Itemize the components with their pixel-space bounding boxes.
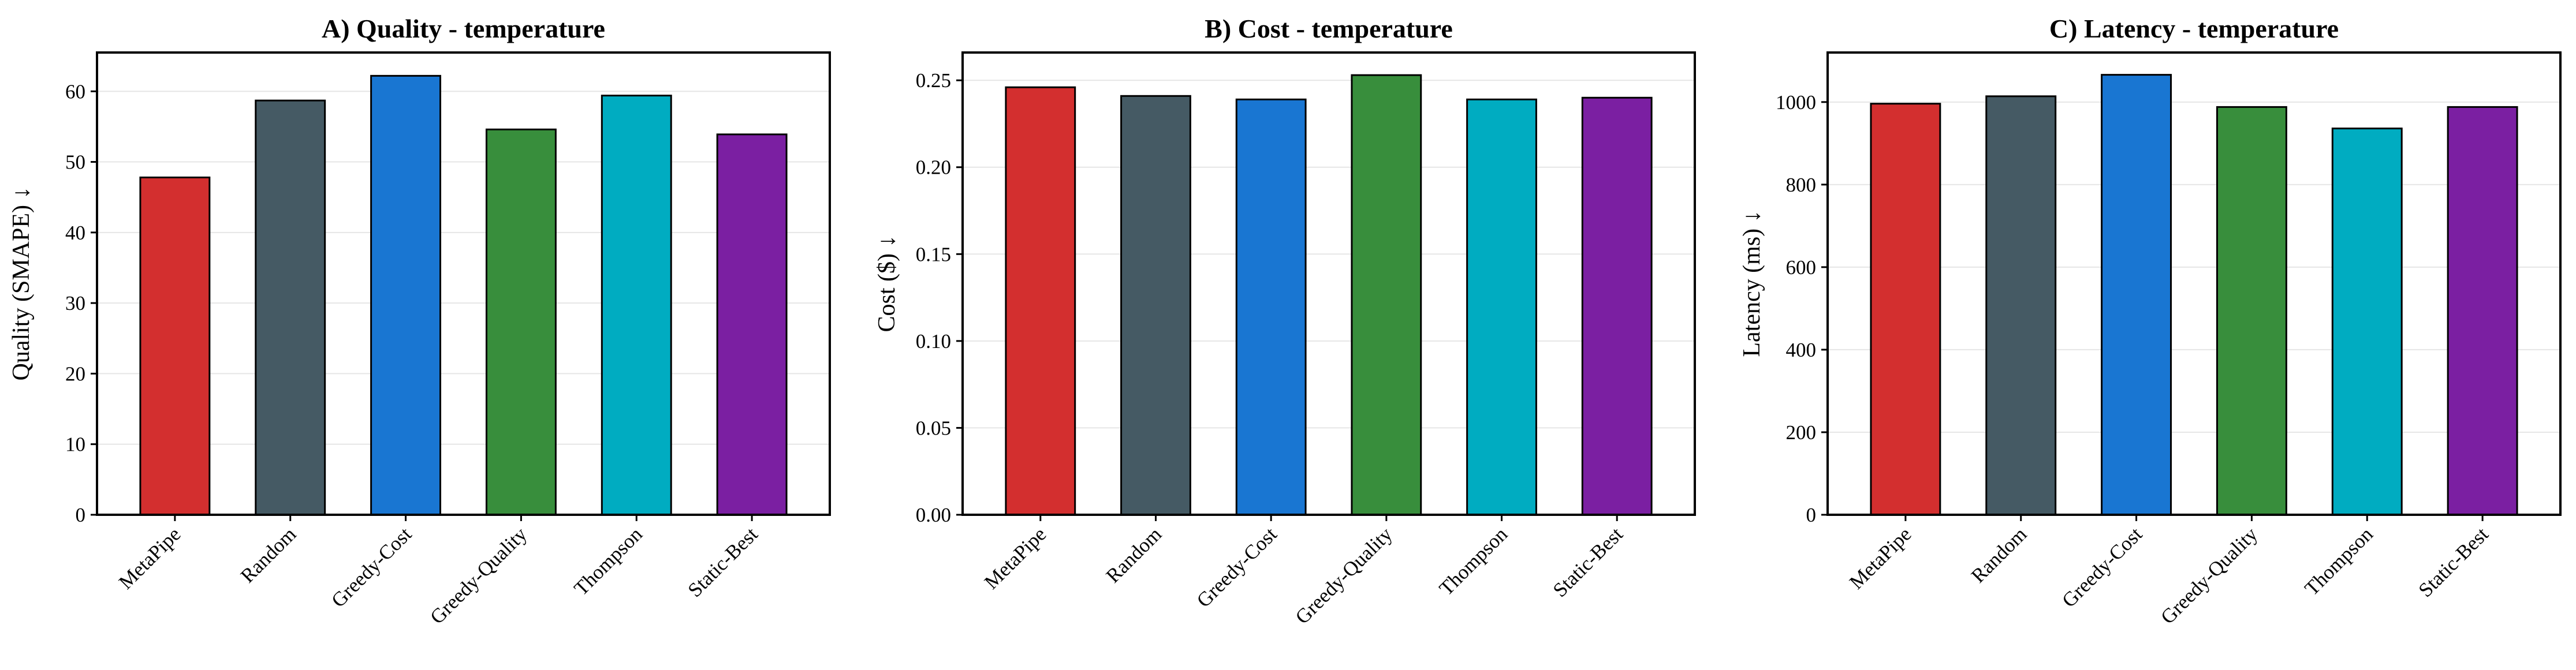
y-tick-label: 60: [65, 80, 85, 103]
y-tick-label: 20: [65, 362, 85, 385]
x-tick-label: Static-Best: [2414, 523, 2493, 601]
x-tick-label: Greedy-Quality: [1291, 523, 1397, 628]
bar-metapipe: [1005, 86, 1076, 516]
x-tick-label: Random: [1967, 523, 2031, 587]
x-tick-label: Random: [236, 523, 300, 587]
y-tick-label: 0.25: [916, 69, 951, 92]
x-tick-label: Greedy-Cost: [327, 523, 416, 612]
x-tick-label: Greedy-Quality: [426, 523, 531, 628]
y-axis-label: Quality (SMAPE) ↓: [8, 187, 35, 381]
y-tick-label: 600: [1786, 256, 1817, 279]
bar-static-best: [2447, 106, 2518, 516]
bar-thompson: [1466, 98, 1537, 516]
bar-static-best: [716, 133, 788, 516]
panel-a-quality: A) Quality - temperature Quality (SMAPE)…: [8, 14, 831, 628]
y-tick-label: 0.00: [916, 504, 951, 526]
x-tick-label: Thompson: [2300, 523, 2377, 600]
bar-random: [255, 99, 326, 516]
plot-frame: [1826, 51, 2562, 516]
bar-greedy-cost: [2101, 74, 2172, 516]
x-tick-label: Greedy-Cost: [1192, 523, 1281, 612]
y-tick-label: 0.05: [916, 417, 951, 439]
x-tick-label: Thompson: [1435, 523, 1512, 600]
y-tick-label: 400: [1786, 339, 1817, 361]
panel-c-latency: C) Latency - temperature Latency (ms) ↓ …: [1739, 14, 2562, 628]
x-tick-label: MetaPipe: [980, 523, 1050, 593]
bar-random: [1985, 95, 2057, 516]
bar-thompson: [601, 95, 672, 516]
y-tick-label: 0.15: [916, 243, 951, 265]
y-tick-label: 800: [1786, 174, 1817, 196]
bar-greedy-quality: [2216, 106, 2287, 516]
chart-title: C) Latency - temperature: [2049, 14, 2339, 43]
y-tick-label: 40: [65, 222, 85, 244]
bar-greedy-cost: [370, 74, 442, 516]
bar-random: [1120, 95, 1191, 516]
bar-thompson: [2331, 128, 2403, 516]
x-tick-label: Greedy-Quality: [2156, 523, 2262, 628]
plot-frame: [961, 51, 1696, 516]
y-tick-label: 0.10: [916, 330, 951, 353]
panel-b-cost: B) Cost - temperature Cost ($) ↓ 0.00 0.0…: [874, 14, 1696, 628]
chart-title: A) Quality - temperature: [322, 14, 605, 43]
bar-static-best: [1581, 96, 1653, 516]
bar-greedy-quality: [1351, 74, 1422, 516]
plot-frame: [96, 51, 831, 516]
chart-title: B) Cost - temperature: [1205, 14, 1453, 43]
y-tick-label: 1000: [1776, 91, 1816, 114]
x-tick-label: MetaPipe: [1845, 523, 1915, 593]
y-tick-label: 10: [65, 433, 85, 456]
y-tick-label: 0: [76, 504, 86, 526]
y-tick-label: 200: [1786, 421, 1817, 444]
bar-greedy-quality: [485, 128, 557, 516]
x-tick-label: Thompson: [569, 523, 646, 600]
bar-greedy-cost: [1235, 98, 1307, 516]
x-tick-label: Static-Best: [684, 523, 762, 601]
y-tick-label: 50: [65, 151, 85, 174]
y-tick-label: 30: [65, 292, 85, 315]
bar-metapipe: [139, 176, 211, 516]
y-axis-label: Latency (ms) ↓: [1739, 210, 1765, 357]
x-tick-label: MetaPipe: [114, 523, 185, 593]
x-tick-label: Static-Best: [1549, 523, 1627, 601]
x-tick-label: Random: [1102, 523, 1166, 587]
x-tick-label: Greedy-Cost: [2057, 523, 2146, 612]
y-tick-label: 0: [1806, 504, 1817, 526]
bar-metapipe: [1870, 103, 1941, 516]
y-axis-label: Cost ($) ↓: [874, 235, 900, 332]
y-tick-label: 0.20: [916, 156, 951, 179]
